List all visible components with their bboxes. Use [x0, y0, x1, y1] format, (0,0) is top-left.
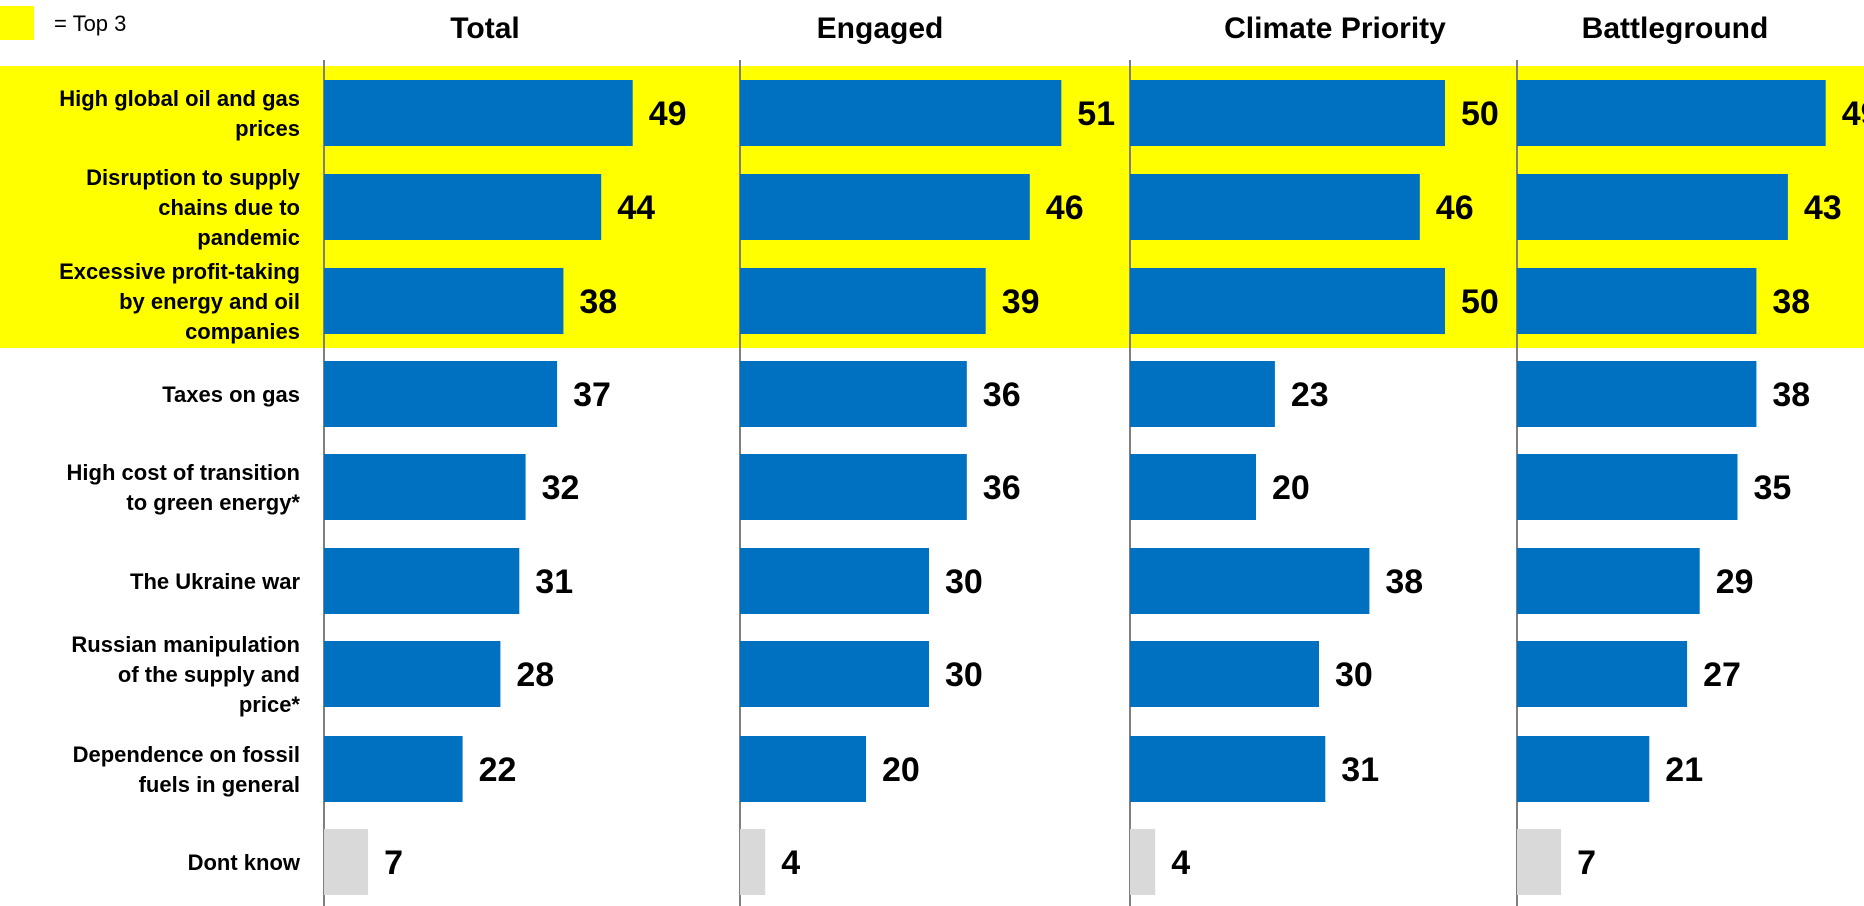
value-label-battleground-the-ukraine-war: 29 — [1716, 563, 1754, 601]
legend-label: = Top 3 — [54, 11, 126, 36]
bar-engaged-taxes-on-gas — [740, 361, 967, 427]
value-label-engaged-high-cost-of-transition-to-green-energy: 36 — [983, 469, 1021, 507]
value-label-total-dont-know: 7 — [384, 844, 403, 882]
bar-total-dont-know — [324, 829, 369, 895]
category-label-dont-know: Dont know — [188, 850, 301, 875]
value-label-engaged-excessive-profit-taking-by-energy-and-oil-companies: 39 — [1002, 283, 1040, 321]
bar-battleground-high-global-oil-and-gas-prices — [1517, 80, 1826, 146]
value-label-climate-priority-excessive-profit-taking-by-energy-and-oil-companies: 50 — [1461, 283, 1499, 321]
value-label-total-the-ukraine-war: 31 — [535, 563, 573, 601]
category-label-excessive-profit-taking-by-energy-and-oil-companies: Excessive profit-taking by energy and oil… — [59, 259, 300, 344]
category-label-taxes-on-gas: Taxes on gas — [162, 382, 300, 407]
value-label-total-excessive-profit-taking-by-energy-and-oil-companies: 38 — [579, 283, 617, 321]
bar-total-excessive-profit-taking-by-energy-and-oil-companies — [324, 268, 564, 334]
bar-climate-priority-dont-know — [1130, 829, 1156, 895]
category-label-russian-manipulation-of-the-supply-and-price: Russian manipulation of the supply and pri… — [71, 632, 300, 717]
category-label-the-ukraine-war: The Ukraine war — [130, 569, 300, 594]
bars — [324, 80, 1826, 895]
value-label-engaged-dependence-on-fossil-fuels-in-general: 20 — [882, 751, 920, 789]
category-label-high-global-oil-and-gas-prices: High global oil and gas prices — [59, 86, 300, 141]
bar-engaged-russian-manipulation-of-the-supply-and-price — [740, 641, 929, 707]
value-label-engaged-the-ukraine-war: 30 — [945, 563, 983, 601]
bar-engaged-excessive-profit-taking-by-energy-and-oil-companies — [740, 268, 986, 334]
value-label-total-taxes-on-gas: 37 — [573, 376, 611, 414]
category-labels: High global oil and gas prices Disruption … — [59, 86, 301, 875]
bar-total-the-ukraine-war — [324, 548, 520, 614]
bar-engaged-high-cost-of-transition-to-green-energy — [740, 454, 967, 520]
bar-engaged-the-ukraine-war — [740, 548, 929, 614]
value-label-total-high-global-oil-and-gas-prices: 49 — [649, 95, 687, 133]
bar-battleground-dependence-on-fossil-fuels-in-general — [1517, 736, 1650, 802]
bar-total-high-cost-of-transition-to-green-energy — [324, 454, 526, 520]
value-label-total-russian-manipulation-of-the-supply-and-price: 28 — [516, 656, 554, 694]
value-label-battleground-excessive-profit-taking-by-energy-and-oil-companies: 38 — [1772, 283, 1810, 321]
bar-battleground-the-ukraine-war — [1517, 548, 1700, 614]
legend: = Top 3 — [0, 6, 126, 40]
value-label-climate-priority-high-global-oil-and-gas-prices: 50 — [1461, 95, 1499, 133]
category-label-disruption-to-supply-chains-due-to-pandemic: Disruption to supply chains due to pandemi… — [86, 165, 301, 250]
bar-climate-priority-taxes-on-gas — [1130, 361, 1275, 427]
value-label-engaged-high-global-oil-and-gas-prices: 51 — [1077, 95, 1115, 133]
value-label-engaged-russian-manipulation-of-the-supply-and-price: 30 — [945, 656, 983, 694]
category-label-high-cost-of-transition-to-green-energy: High cost of transition to green energy* — [67, 460, 301, 515]
bar-battleground-disruption-to-supply-chains-due-to-pandemic — [1517, 174, 1788, 240]
value-label-battleground-taxes-on-gas: 38 — [1772, 376, 1810, 414]
value-label-battleground-russian-manipulation-of-the-supply-and-price: 27 — [1703, 656, 1741, 694]
value-label-total-disruption-to-supply-chains-due-to-pandemic: 44 — [617, 189, 655, 227]
value-label-climate-priority-dont-know: 4 — [1171, 844, 1190, 882]
bar-battleground-excessive-profit-taking-by-energy-and-oil-companies — [1517, 268, 1757, 334]
bar-engaged-dont-know — [740, 829, 766, 895]
value-label-battleground-dont-know: 7 — [1577, 844, 1596, 882]
value-label-total-high-cost-of-transition-to-green-energy: 32 — [542, 469, 580, 507]
bar-climate-priority-russian-manipulation-of-the-supply-and-price — [1130, 641, 1319, 707]
bar-climate-priority-excessive-profit-taking-by-energy-and-oil-companies — [1130, 268, 1445, 334]
bar-total-dependence-on-fossil-fuels-in-general — [324, 736, 463, 802]
value-label-climate-priority-disruption-to-supply-chains-due-to-pandemic: 46 — [1436, 189, 1474, 227]
bar-engaged-high-global-oil-and-gas-prices — [740, 80, 1062, 146]
bar-total-high-global-oil-and-gas-prices — [324, 80, 633, 146]
category-label-dependence-on-fossil-fuels-in-general: Dependence on fossil fuels in general — [73, 742, 300, 797]
value-label-climate-priority-taxes-on-gas: 23 — [1291, 376, 1329, 414]
panel-title-climate-priority: Climate Priority — [1224, 12, 1446, 45]
bar-climate-priority-the-ukraine-war — [1130, 548, 1370, 614]
legend-swatch — [0, 6, 34, 40]
value-label-battleground-dependence-on-fossil-fuels-in-general: 21 — [1665, 751, 1703, 789]
panel-title-battleground: Battleground — [1582, 12, 1769, 45]
bar-engaged-disruption-to-supply-chains-due-to-pandemic — [740, 174, 1030, 240]
bar-battleground-high-cost-of-transition-to-green-energy — [1517, 454, 1738, 520]
bar-engaged-dependence-on-fossil-fuels-in-general — [740, 736, 866, 802]
bar-battleground-russian-manipulation-of-the-supply-and-price — [1517, 641, 1688, 707]
value-label-engaged-taxes-on-gas: 36 — [983, 376, 1021, 414]
bar-climate-priority-disruption-to-supply-chains-due-to-pandemic — [1130, 174, 1420, 240]
value-label-engaged-dont-know: 4 — [781, 844, 800, 882]
panel-titles: Total Engaged Climate Priority Battleground — [450, 12, 1768, 45]
bar-total-russian-manipulation-of-the-supply-and-price — [324, 641, 501, 707]
bar-battleground-taxes-on-gas — [1517, 361, 1757, 427]
panel-title-total: Total — [450, 12, 519, 45]
bar-climate-priority-high-cost-of-transition-to-green-energy — [1130, 454, 1256, 520]
bar-battleground-dont-know — [1517, 829, 1562, 895]
value-labels: 49 44 38 37 32 31 28 22 7 51 46 39 36 36 30 30 20 4 50 46 50… — [384, 95, 1864, 882]
value-label-battleground-high-cost-of-transition-to-green-energy: 35 — [1754, 469, 1792, 507]
value-label-engaged-disruption-to-supply-chains-due-to-pandemic: 46 — [1046, 189, 1084, 227]
bar-total-taxes-on-gas — [324, 361, 558, 427]
bar-climate-priority-high-global-oil-and-gas-prices — [1130, 80, 1445, 146]
panel-title-engaged: Engaged — [817, 12, 944, 45]
value-label-total-dependence-on-fossil-fuels-in-general: 22 — [479, 751, 517, 789]
value-label-climate-priority-russian-manipulation-of-the-supply-and-price: 30 — [1335, 656, 1373, 694]
value-label-climate-priority-high-cost-of-transition-to-green-energy: 20 — [1272, 469, 1310, 507]
value-label-climate-priority-the-ukraine-war: 38 — [1385, 563, 1423, 601]
value-label-battleground-disruption-to-supply-chains-due-to-pandemic: 43 — [1804, 189, 1842, 227]
value-label-battleground-high-global-oil-and-gas-prices: 49 — [1842, 95, 1864, 133]
bar-climate-priority-dependence-on-fossil-fuels-in-general — [1130, 736, 1326, 802]
value-label-climate-priority-dependence-on-fossil-fuels-in-general: 31 — [1341, 751, 1379, 789]
bar-total-disruption-to-supply-chains-due-to-pandemic — [324, 174, 602, 240]
